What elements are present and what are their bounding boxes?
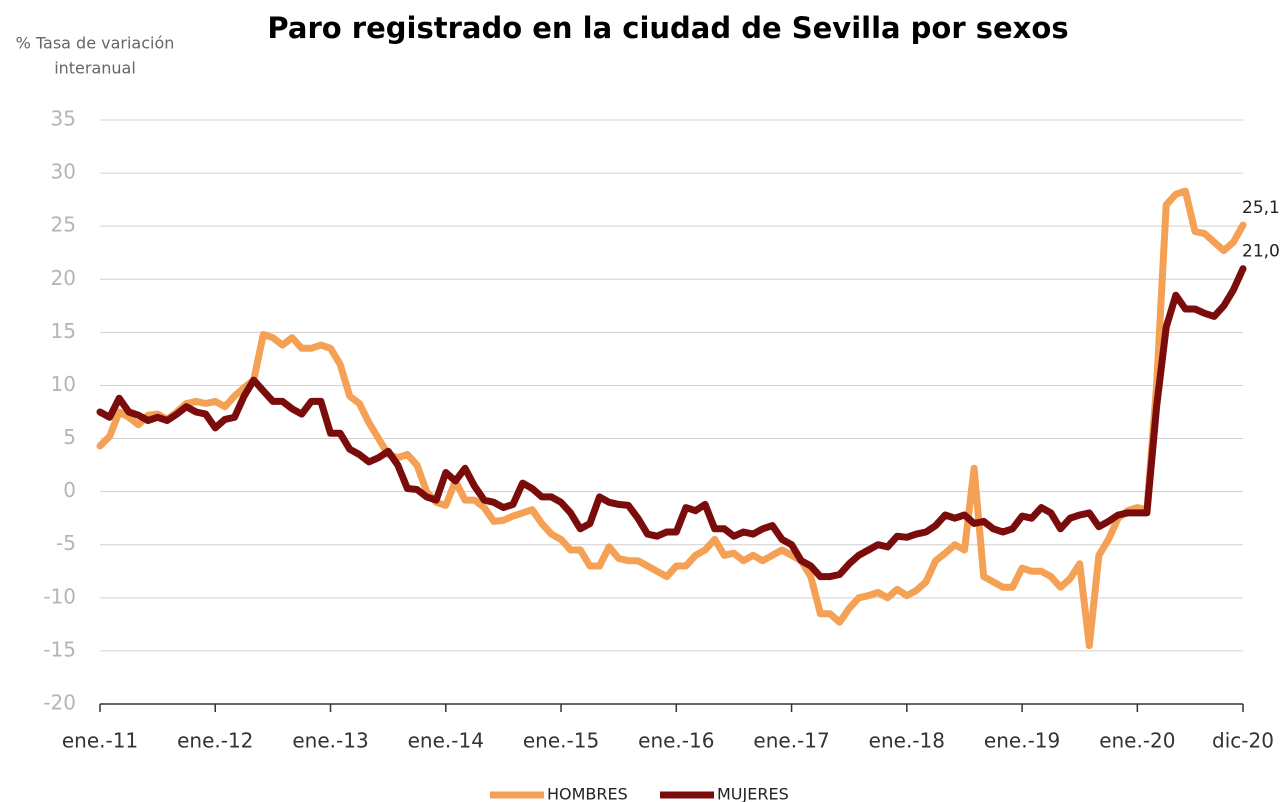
y-tick-label: -15 [43,637,76,661]
x-tick-label: ene.-16 [638,729,714,753]
x-tick-label: ene.-15 [523,729,599,753]
legend-label: HOMBRES [547,785,628,802]
x-tick-label: ene.-18 [869,729,945,753]
end-label: 25,1 [1242,198,1280,218]
y-axis-label: interanual [54,59,136,78]
y-tick-label: -5 [56,531,76,555]
line-series [96,265,1247,581]
x-tick-label: ene.-17 [753,729,829,753]
y-tick-label: 0 [63,478,76,502]
x-tick-label: ene.-14 [408,729,484,753]
x-tick-label: ene.-12 [177,729,253,753]
chart-title: Paro registrado en la ciudad de Sevilla … [267,11,1068,45]
x-tick-label: ene.-19 [984,729,1060,753]
x-tick-label: dic-20 [1212,729,1274,753]
y-tick-label: 25 [51,213,76,237]
x-tick-label: ene.-13 [292,729,368,753]
y-tick-label: 15 [51,319,76,343]
x-tick-label: ene.-20 [1099,729,1175,753]
y-axis-label: % Tasa de variación [16,34,175,53]
y-tick-label: -10 [43,584,76,608]
y-tick-label: 20 [51,266,76,290]
y-tick-label: -20 [43,691,76,715]
y-tick-label: 5 [63,425,76,449]
y-tick-label: 10 [51,372,76,396]
line-series [96,187,1247,650]
x-tick-label: ene.-11 [62,729,138,753]
legend-label: MUJERES [717,785,789,802]
y-tick-label: 35 [51,107,76,131]
end-label: 21,0 [1242,242,1280,262]
y-tick-label: 30 [51,160,76,184]
